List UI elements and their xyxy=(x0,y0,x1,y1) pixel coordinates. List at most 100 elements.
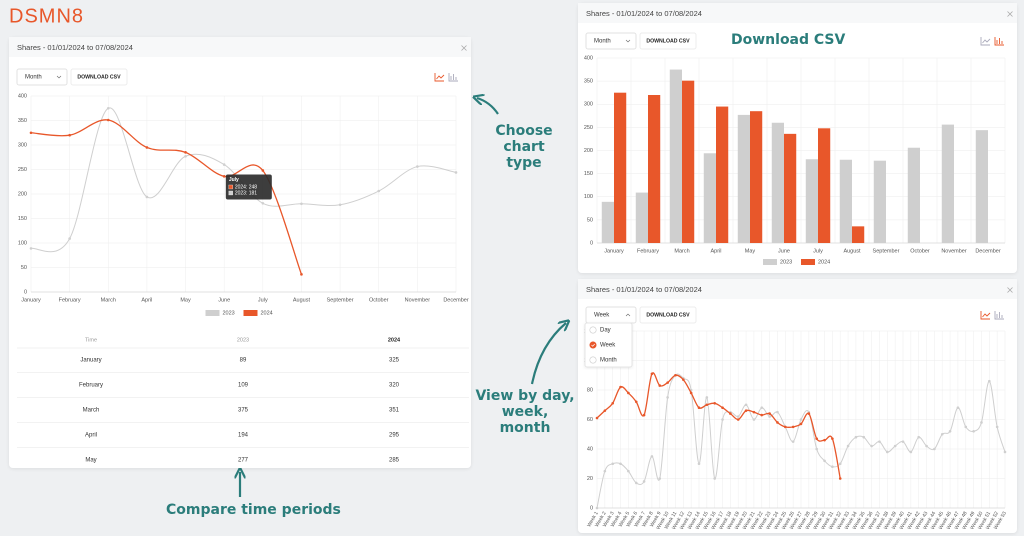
line-chart-icon[interactable] xyxy=(434,73,445,82)
close-icon[interactable] xyxy=(1007,11,1013,17)
period-menu xyxy=(584,322,633,368)
period-option[interactable]: Week xyxy=(600,343,616,349)
close-icon[interactable] xyxy=(461,45,467,51)
point xyxy=(870,444,873,448)
point xyxy=(807,412,811,415)
tooltip-item: 2024: 248 xyxy=(235,184,257,190)
bar xyxy=(737,114,750,243)
table-cell: May xyxy=(85,458,96,464)
bar xyxy=(601,201,614,243)
brand-logo: DSMN8 xyxy=(9,5,84,27)
point xyxy=(948,430,952,433)
table-cell: 351 xyxy=(389,408,400,414)
y-tick-label: 0 xyxy=(590,240,593,246)
y-tick-label: 150 xyxy=(18,216,27,222)
tooltip xyxy=(225,174,272,200)
y-tick-label: 20 xyxy=(587,476,593,482)
point xyxy=(145,146,149,149)
point xyxy=(29,247,33,250)
period-selected: Month xyxy=(594,39,611,45)
x-tick-label: September xyxy=(873,248,900,254)
x-tick-label: October xyxy=(369,297,389,303)
point xyxy=(760,413,764,417)
callout: Choose chart type xyxy=(495,123,553,171)
point xyxy=(29,131,33,135)
point xyxy=(184,154,187,158)
point xyxy=(815,437,818,440)
y-tick-label: 50 xyxy=(587,217,593,223)
point xyxy=(611,462,614,466)
chevron xyxy=(625,313,631,317)
close-icon[interactable] xyxy=(1007,287,1013,293)
csv-button[interactable] xyxy=(639,306,697,324)
radio[interactable] xyxy=(589,326,597,334)
point xyxy=(752,418,756,421)
point xyxy=(1003,450,1007,454)
point xyxy=(627,391,630,395)
period-option[interactable]: Day xyxy=(600,328,611,334)
point xyxy=(650,455,654,458)
table-cell: 194 xyxy=(238,433,249,439)
x-tick-label: March xyxy=(674,248,689,254)
x-tick-label: July xyxy=(813,248,823,254)
point xyxy=(736,415,740,418)
point xyxy=(713,401,716,405)
legend-swatch xyxy=(801,259,815,265)
point xyxy=(619,462,622,466)
period-dropdown[interactable] xyxy=(16,68,68,86)
x-tick-label: November xyxy=(941,248,967,254)
bar-chart-icon[interactable] xyxy=(994,311,1004,320)
panel-header xyxy=(578,3,1017,23)
point xyxy=(823,459,826,463)
point xyxy=(799,418,803,421)
y-tick-label: 300 xyxy=(18,142,27,148)
point xyxy=(642,480,646,483)
callout: Download CSV xyxy=(731,32,846,48)
point xyxy=(611,401,614,405)
period-dropdown[interactable] xyxy=(585,32,637,50)
table-header: 2024 xyxy=(388,337,401,343)
radio[interactable] xyxy=(589,341,597,349)
x-tick-label: June xyxy=(778,248,790,254)
point xyxy=(854,435,858,439)
point xyxy=(760,406,764,410)
point xyxy=(799,422,803,426)
point xyxy=(634,481,638,485)
legend-label: 2024 xyxy=(818,259,830,265)
panel xyxy=(9,37,471,468)
series-line xyxy=(596,373,1006,509)
line-chart-icon[interactable] xyxy=(980,37,991,46)
y-tick-label: 400 xyxy=(18,93,27,99)
bar xyxy=(852,226,865,243)
point xyxy=(300,202,303,206)
bar-chart-icon[interactable] xyxy=(994,37,1004,46)
y-tick-label: 250 xyxy=(584,125,593,131)
bar-chart-icon[interactable] xyxy=(448,73,458,82)
csv-button[interactable] xyxy=(70,68,128,86)
csv-button[interactable] xyxy=(639,32,697,50)
point xyxy=(595,416,599,420)
tooltip-title: July xyxy=(229,177,239,183)
line-chart-icon[interactable] xyxy=(980,311,991,320)
point xyxy=(988,379,991,383)
point xyxy=(917,435,920,439)
point xyxy=(791,425,795,429)
table-cell: 89 xyxy=(240,358,247,364)
point xyxy=(106,106,110,110)
legend-swatch xyxy=(763,259,777,265)
period-option[interactable]: Month xyxy=(600,358,617,364)
point xyxy=(666,396,669,399)
point xyxy=(642,413,646,417)
point xyxy=(705,403,709,407)
point xyxy=(713,477,716,480)
point xyxy=(893,444,897,448)
y-tick-label: 100 xyxy=(18,240,27,246)
bar xyxy=(635,192,648,243)
bar xyxy=(975,130,988,243)
point xyxy=(980,421,983,424)
point xyxy=(768,415,771,418)
y-tick-label: 0 xyxy=(590,505,593,511)
radio[interactable] xyxy=(589,356,597,364)
